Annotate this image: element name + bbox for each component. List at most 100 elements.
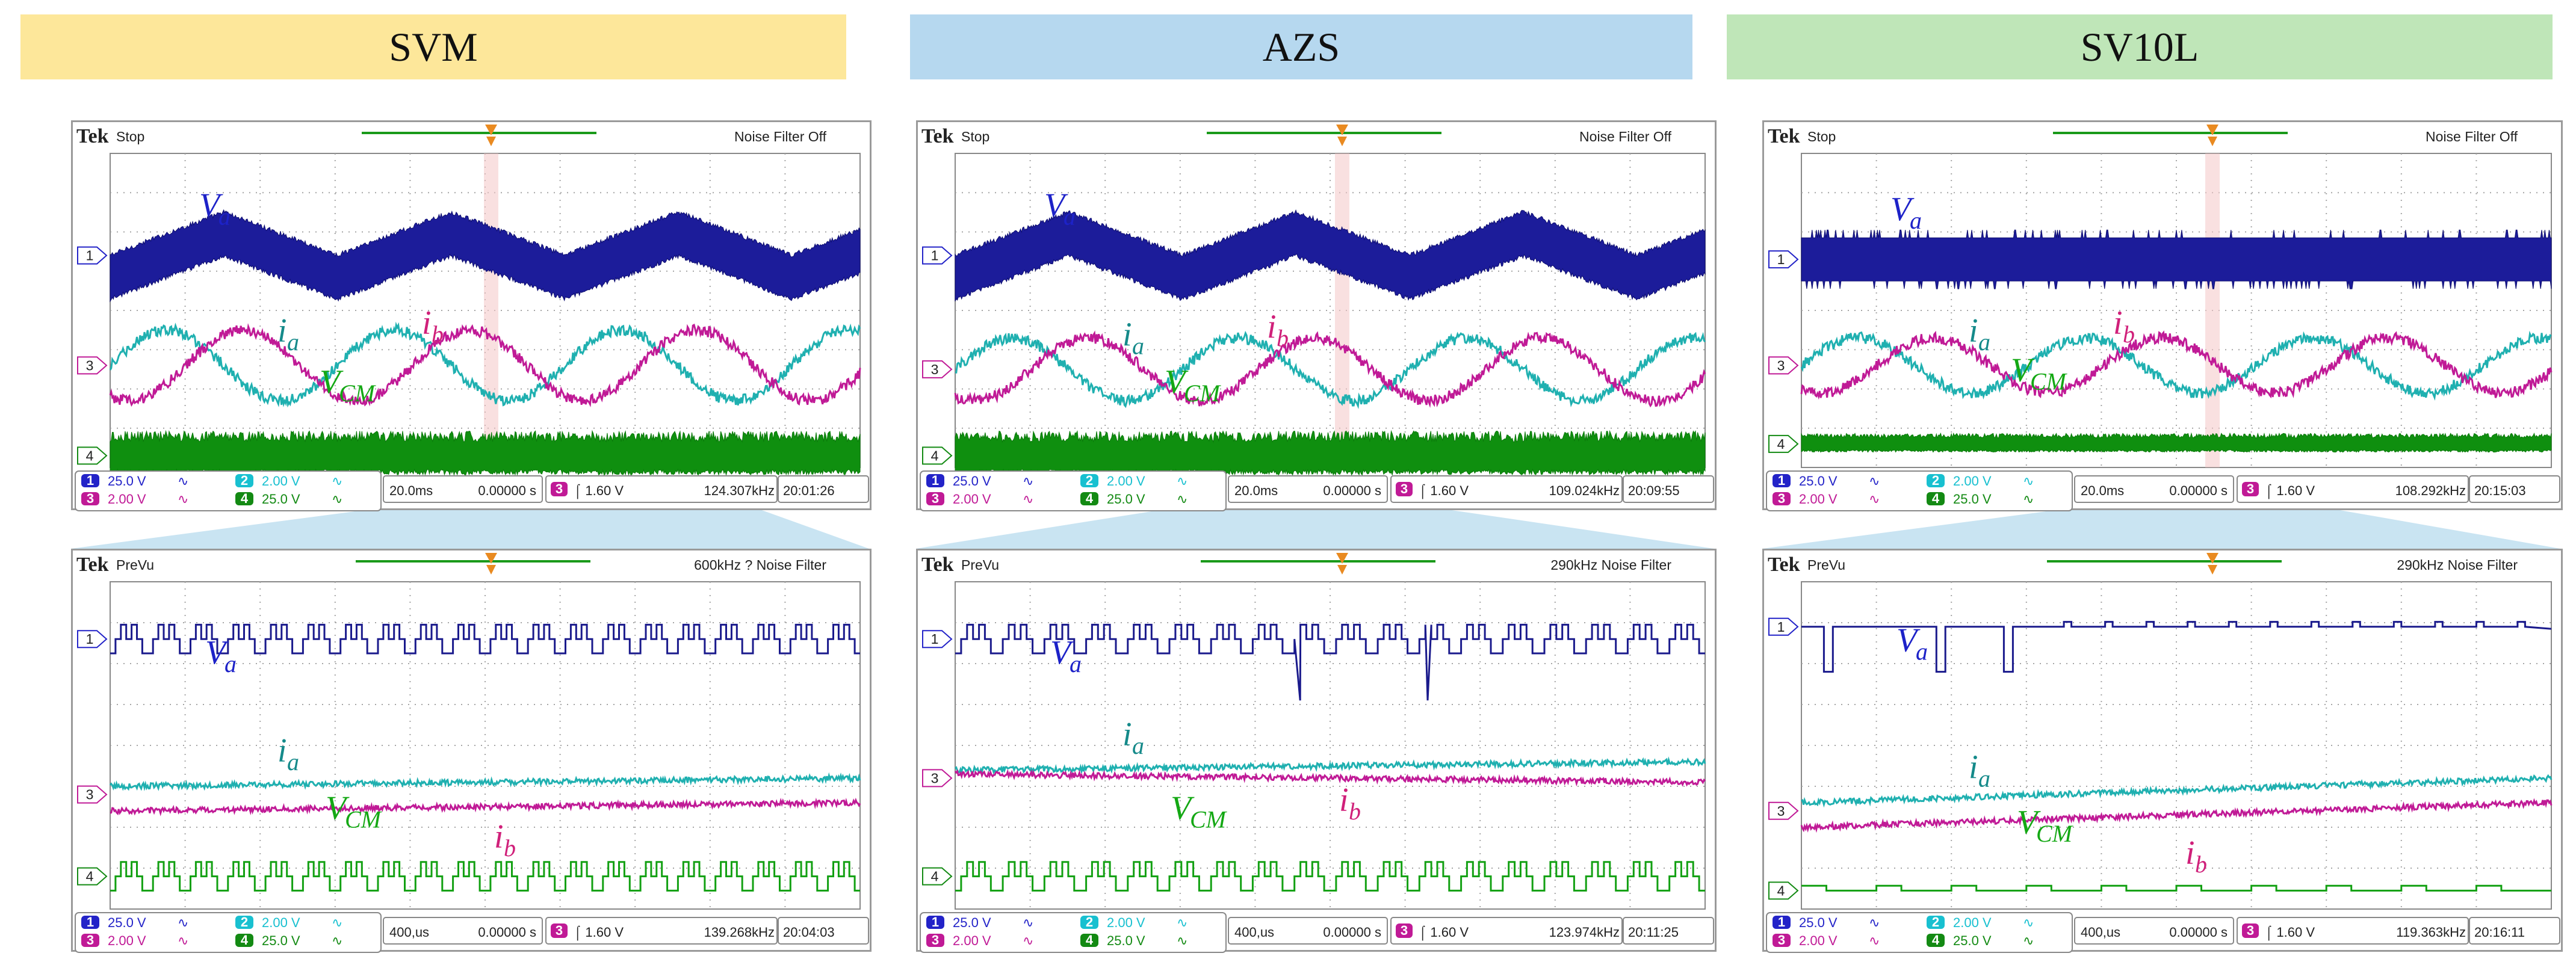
trace-ib bbox=[954, 769, 1706, 787]
header-svm: SVM bbox=[20, 14, 846, 79]
label-va-sub: a bbox=[224, 650, 237, 677]
channel-badge-num: 2 bbox=[1086, 914, 1093, 930]
channel-box bbox=[920, 470, 1227, 511]
channel-coupling: ∿ bbox=[2023, 492, 2034, 507]
trace-ia bbox=[954, 756, 1706, 775]
channel-marker-1 bbox=[922, 630, 953, 649]
channel-scale: 2.00 V bbox=[1107, 473, 1145, 489]
channel-scale: 25.0 V bbox=[1953, 933, 1992, 948]
graticule bbox=[955, 581, 1706, 910]
channel-badge-2 bbox=[1927, 474, 1945, 487]
channel-coupling: ∿ bbox=[1177, 492, 1187, 507]
trigger-cursor-marker-2 bbox=[486, 565, 496, 575]
timebase-box bbox=[2074, 917, 2234, 945]
zoom-connector-sv10l bbox=[1762, 493, 2560, 549]
frequency-value: 123.974kHz bbox=[1549, 925, 1620, 940]
label-va: V bbox=[1896, 622, 1921, 659]
channel-marker-1 bbox=[1768, 250, 1799, 269]
trigger-channel-badge bbox=[1396, 923, 1413, 938]
channel-scale: 2.00 V bbox=[1799, 492, 1838, 507]
channel-coupling: ∿ bbox=[1177, 473, 1187, 489]
channel-badge-1 bbox=[1773, 474, 1791, 487]
label-vcm: V bbox=[326, 789, 350, 827]
channel-badge-4 bbox=[1080, 492, 1098, 505]
label-ia: i bbox=[1122, 716, 1132, 753]
zoom-window bbox=[484, 153, 498, 467]
label-vcm: V bbox=[2011, 351, 2035, 389]
channel-coupling: ∿ bbox=[1177, 933, 1187, 948]
plot-area bbox=[1801, 153, 2552, 468]
trigger-level: ⌠ 1.60 V bbox=[2265, 483, 2315, 499]
brand-label: Tek bbox=[76, 553, 109, 576]
label-vcm: V bbox=[2017, 804, 2041, 841]
trigger-box bbox=[2237, 475, 2469, 503]
label-vcm-sub: CM bbox=[2036, 820, 2074, 847]
label-ia: i bbox=[277, 312, 287, 350]
channel-marker-4 bbox=[922, 446, 953, 465]
label-vcm-sub: CM bbox=[339, 380, 377, 407]
graticule bbox=[1801, 153, 2552, 468]
channel-marker-3 bbox=[1768, 356, 1799, 375]
frequency-value: 139.268kHz bbox=[704, 925, 775, 940]
position-value: 0.00000 s bbox=[2169, 925, 2228, 940]
label-ib-sub: b bbox=[2123, 321, 2135, 348]
trigger-box bbox=[545, 917, 778, 945]
channel-badge-num: 3 bbox=[1778, 933, 1785, 948]
channel-marker-4 bbox=[922, 867, 953, 886]
channel-scale: 25.0 V bbox=[108, 915, 146, 930]
channel-badge-num: 2 bbox=[241, 473, 248, 488]
trace-va bbox=[110, 209, 861, 303]
timebase-box bbox=[383, 917, 543, 945]
channel-marker-label: 1 bbox=[931, 248, 939, 264]
channel-coupling: ∿ bbox=[1869, 492, 1880, 507]
trace-vcm bbox=[110, 861, 860, 892]
channel-marker-label: 3 bbox=[1777, 803, 1785, 819]
channel-scale: 25.0 V bbox=[262, 492, 300, 507]
label-ib: i bbox=[1339, 782, 1349, 819]
channel-scale: 25.0 V bbox=[1107, 492, 1145, 507]
channel-badge-3 bbox=[1773, 492, 1791, 505]
channel-badge-3 bbox=[81, 492, 99, 505]
channel-box bbox=[1766, 912, 2073, 953]
channel-box bbox=[75, 912, 382, 953]
channel-coupling: ∿ bbox=[1869, 915, 1880, 930]
channel-marker-label: 3 bbox=[931, 770, 939, 786]
channel-coupling: ∿ bbox=[1023, 492, 1033, 507]
channel-coupling: ∿ bbox=[1023, 473, 1033, 489]
brand-label: Tek bbox=[1768, 125, 1800, 147]
channel-badge-num: 3 bbox=[1778, 491, 1785, 506]
channel-badge-num: 3 bbox=[932, 933, 939, 948]
channel-coupling: ∿ bbox=[178, 473, 188, 489]
timebase-value: 20.0ms bbox=[389, 483, 433, 498]
channel-scale: 2.00 V bbox=[1107, 915, 1145, 930]
channel-badge-2 bbox=[1080, 474, 1098, 487]
timebase-box bbox=[1228, 917, 1388, 945]
channel-marker-label: 4 bbox=[86, 448, 94, 463]
label-va-sub: a bbox=[1064, 203, 1076, 230]
channel-marker-4 bbox=[1768, 434, 1799, 453]
label-ib-sub: b bbox=[2195, 851, 2207, 878]
frequency-value: 108.292kHz bbox=[2395, 483, 2466, 498]
filter-label: Noise Filter Off bbox=[1579, 129, 1672, 144]
clock-value: 20:09:55 bbox=[1628, 483, 1680, 498]
filter-label: 600kHz ? Noise Filter bbox=[694, 557, 826, 573]
header-sv10l: SV10L bbox=[1727, 14, 2553, 79]
trigger-box bbox=[2237, 917, 2469, 945]
clock-box bbox=[1623, 475, 1714, 503]
trace-va bbox=[1801, 229, 2552, 289]
channel-badge-3 bbox=[926, 492, 944, 505]
channel-marker-1 bbox=[77, 246, 108, 265]
channel-marker-4 bbox=[77, 867, 108, 886]
position-value: 0.00000 s bbox=[1323, 483, 1381, 498]
plot-area bbox=[110, 581, 861, 910]
status-label: PreVu bbox=[116, 557, 154, 573]
channel-marker-1 bbox=[77, 630, 108, 649]
